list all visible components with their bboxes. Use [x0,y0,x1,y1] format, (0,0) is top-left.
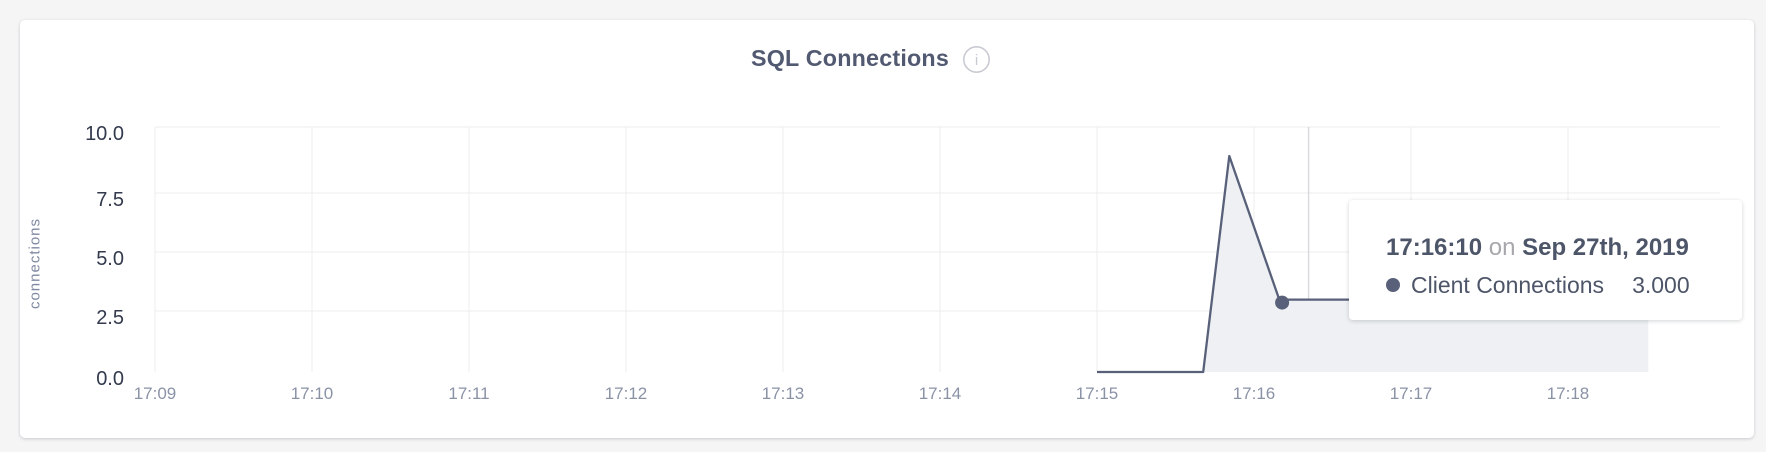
svg-text:17:15: 17:15 [1076,384,1119,403]
svg-text:17:18: 17:18 [1547,384,1590,403]
svg-text:5.0: 5.0 [96,248,124,270]
svg-text:0.0: 0.0 [96,368,124,390]
svg-text:17:17: 17:17 [1390,384,1433,403]
svg-text:17:11: 17:11 [448,384,489,403]
svg-text:7.5: 7.5 [96,189,124,211]
svg-text:17:13: 17:13 [762,384,805,403]
svg-text:17:10: 17:10 [291,384,334,403]
svg-text:17:12: 17:12 [605,384,648,403]
svg-text:17:16: 17:16 [1233,384,1276,403]
svg-text:17:09: 17:09 [134,384,177,403]
svg-text:2.5: 2.5 [96,307,124,329]
svg-text:17:14: 17:14 [919,384,962,403]
svg-text:10.0: 10.0 [85,123,124,145]
